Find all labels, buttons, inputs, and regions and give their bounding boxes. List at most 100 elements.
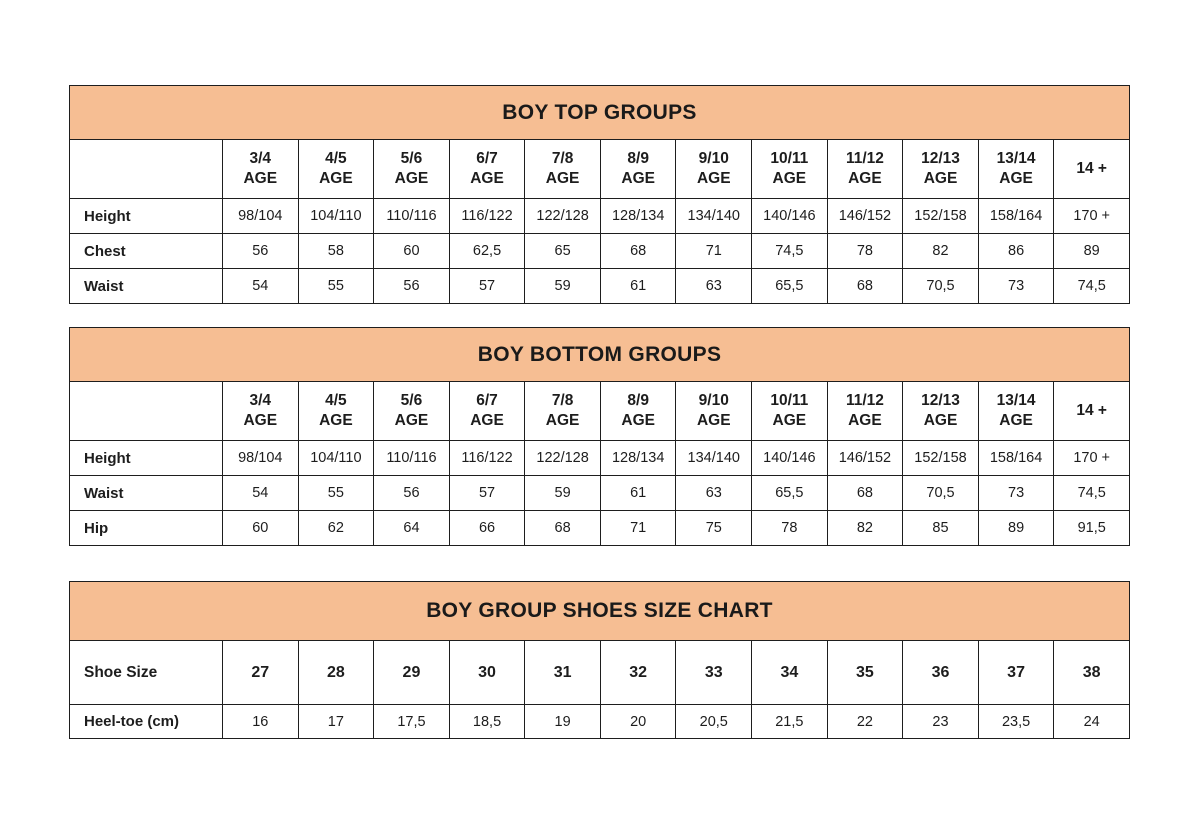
value-cell: 31: [524, 640, 601, 705]
boy-top-groups-table: BOY TOP GROUPS 3/4 AGE 4/5 AGE 5/6 AGE 6/7 AGE 7…: [69, 85, 1130, 304]
value-cell: 16: [222, 704, 299, 739]
value-cell: 91,5: [1053, 510, 1130, 546]
table-row: Shoe Size 27 28 29 30 31 32 33 34 35 36 37 38: [69, 640, 1130, 705]
value-cell: 152/158: [902, 440, 979, 476]
value-cell: 23,5: [977, 704, 1055, 739]
value-cell: 134/140: [675, 198, 753, 234]
value-cell: 140/146: [751, 440, 828, 476]
value-cell: 70,5: [902, 268, 979, 304]
value-cell: 62: [297, 510, 375, 546]
value-cell: 134/140: [675, 440, 753, 476]
table-title-band: BOY GROUP SHOES SIZE CHART: [69, 581, 1130, 641]
corner-cell: [69, 139, 223, 199]
value-cell: 57: [448, 475, 526, 511]
value-cell: 30: [448, 640, 526, 705]
age-header-cell: 8/9 AGE: [599, 381, 677, 441]
boy-shoes-size-grid: BOY GROUP SHOES SIZE CHART Shoe Size 27 28…: [69, 581, 1130, 739]
value-cell: 61: [599, 475, 677, 511]
value-cell: 78: [751, 510, 828, 546]
value-cell: 68: [524, 510, 601, 546]
value-cell: 27: [222, 640, 299, 705]
boy-shoes-size-table: BOY GROUP SHOES SIZE CHART Shoe Size 27 28…: [69, 581, 1130, 739]
value-cell: 59: [524, 268, 601, 304]
value-cell: 17: [297, 704, 375, 739]
table-row: Hip 60 62 64 66 68 71 75 78 82 85 89 91,5: [69, 510, 1130, 546]
value-cell: 104/110: [297, 440, 375, 476]
age-header-cell: 4/5 AGE: [297, 381, 375, 441]
table-title: BOY BOTTOM GROUPS: [69, 327, 1130, 382]
value-cell: 56: [373, 268, 450, 304]
value-cell: 23: [902, 704, 979, 739]
value-cell: 170 +: [1053, 440, 1130, 476]
age-header-cell: 12/13 AGE: [902, 381, 979, 441]
table-row: Waist 54 55 56 57 59 61 63 65,5 68 70,5 73 74,5: [69, 475, 1130, 511]
age-header-cell: 14 +: [1053, 381, 1130, 441]
value-cell: 24: [1053, 704, 1130, 739]
corner-cell: [69, 381, 223, 441]
value-cell: 65: [524, 233, 601, 269]
value-cell: 82: [902, 233, 979, 269]
age-header-cell: 6/7 AGE: [448, 139, 526, 199]
value-cell: 22: [826, 704, 904, 739]
value-cell: 32: [599, 640, 677, 705]
row-label: Waist: [69, 475, 223, 511]
value-cell: 128/134: [599, 440, 677, 476]
age-header-cell: 13/14 AGE: [977, 139, 1055, 199]
value-cell: 64: [373, 510, 450, 546]
value-cell: 85: [902, 510, 979, 546]
value-cell: 75: [675, 510, 753, 546]
value-cell: 74,5: [1053, 268, 1130, 304]
boy-bottom-groups-grid: BOY BOTTOM GROUPS 3/4 AGE 4/5 AGE 5/6 AGE 6/7 A…: [69, 327, 1130, 546]
value-cell: 17,5: [373, 704, 450, 739]
value-cell: 78: [826, 233, 904, 269]
value-cell: 158/164: [977, 440, 1055, 476]
age-header-cell: 5/6 AGE: [373, 139, 450, 199]
value-cell: 71: [675, 233, 753, 269]
value-cell: 21,5: [751, 704, 828, 739]
row-label: Height: [69, 440, 223, 476]
row-label: Waist: [69, 268, 223, 304]
value-cell: 146/152: [826, 440, 904, 476]
value-cell: 34: [751, 640, 828, 705]
value-cell: 89: [977, 510, 1055, 546]
table-row: Height 98/104 104/110 110/116 116/122 122/128…: [69, 198, 1130, 234]
row-label: Chest: [69, 233, 223, 269]
value-cell: 68: [826, 268, 904, 304]
boy-top-groups-grid: BOY TOP GROUPS 3/4 AGE 4/5 AGE 5/6 AGE 6/7 AGE 7…: [69, 85, 1130, 304]
value-cell: 122/128: [524, 440, 601, 476]
age-header-cell: 7/8 AGE: [524, 139, 601, 199]
value-cell: 73: [977, 268, 1055, 304]
value-cell: 55: [297, 475, 375, 511]
value-cell: 65,5: [751, 268, 828, 304]
value-cell: 54: [222, 268, 299, 304]
row-label: Shoe Size: [69, 640, 223, 705]
value-cell: 89: [1053, 233, 1130, 269]
age-header-cell: 14 +: [1053, 139, 1130, 199]
charts-container: BOY TOP GROUPS 3/4 AGE 4/5 AGE 5/6 AGE 6/7 AGE 7…: [69, 85, 1130, 739]
value-cell: 73: [977, 475, 1055, 511]
table-title: BOY TOP GROUPS: [69, 85, 1130, 140]
table-title-band: BOY TOP GROUPS: [69, 85, 1130, 140]
value-cell: 158/164: [977, 198, 1055, 234]
age-header-cell: 8/9 AGE: [599, 139, 677, 199]
value-cell: 59: [524, 475, 601, 511]
table-row: Chest 56 58 60 62,5 65 68 71 74,5 78 82 86 89: [69, 233, 1130, 269]
value-cell: 56: [222, 233, 299, 269]
value-cell: 68: [826, 475, 904, 511]
value-cell: 37: [977, 640, 1055, 705]
value-cell: 19: [524, 704, 601, 739]
value-cell: 28: [297, 640, 375, 705]
value-cell: 63: [675, 268, 753, 304]
age-header-cell: 6/7 AGE: [448, 381, 526, 441]
value-cell: 116/122: [448, 198, 526, 234]
value-cell: 146/152: [826, 198, 904, 234]
row-label: Height: [69, 198, 223, 234]
value-cell: 70,5: [902, 475, 979, 511]
age-header-cell: 5/6 AGE: [373, 381, 450, 441]
value-cell: 82: [826, 510, 904, 546]
value-cell: 65,5: [751, 475, 828, 511]
age-header-cell: 11/12 AGE: [826, 381, 904, 441]
table-title: BOY GROUP SHOES SIZE CHART: [69, 581, 1130, 641]
value-cell: 74,5: [1053, 475, 1130, 511]
